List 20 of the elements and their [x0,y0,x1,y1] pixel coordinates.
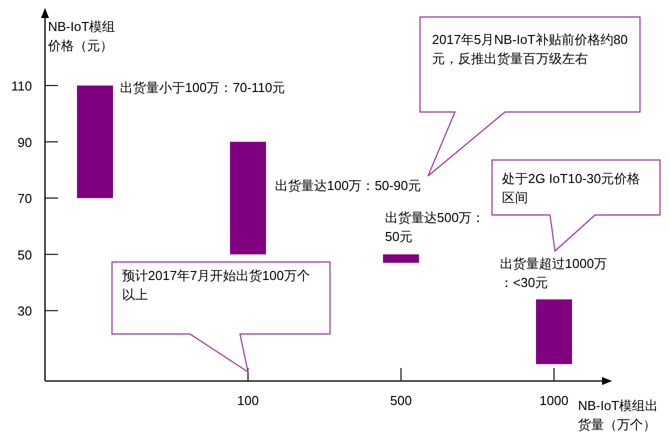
y-axis-title: NB-IoT模组价格（元） [47,19,116,53]
x-axis-title: NB-IoT模组出货量（万个） [578,398,658,432]
annotation: 出货量达500万：50元 [385,210,485,244]
annotation: 出货量小于100万：70-110元 [120,80,286,95]
bar [536,299,572,364]
x-tick-label: 1000 [540,393,568,408]
annotation: 预计2017年7月开始出货100万个以上 [122,268,310,302]
y-tick-label: 110 [11,78,32,94]
y-tick-label: 70 [18,191,32,206]
x-tick-label: 100 [237,393,259,408]
annotation: 2017年5月NB-IoT补贴前价格约80元，反推出货量百万级左右 [432,32,628,66]
y-tick-label: 90 [18,134,32,150]
annotation: 出货量达100万：50-90元 [275,178,421,193]
annotation: 出货量超过1000万：<30元 [500,256,607,290]
x-tick-label: 500 [390,393,412,408]
y-tick-label: 50 [18,247,32,262]
bar [383,254,419,263]
bar [230,142,266,254]
y-tick-label: 30 [18,304,32,319]
bar [77,86,113,198]
